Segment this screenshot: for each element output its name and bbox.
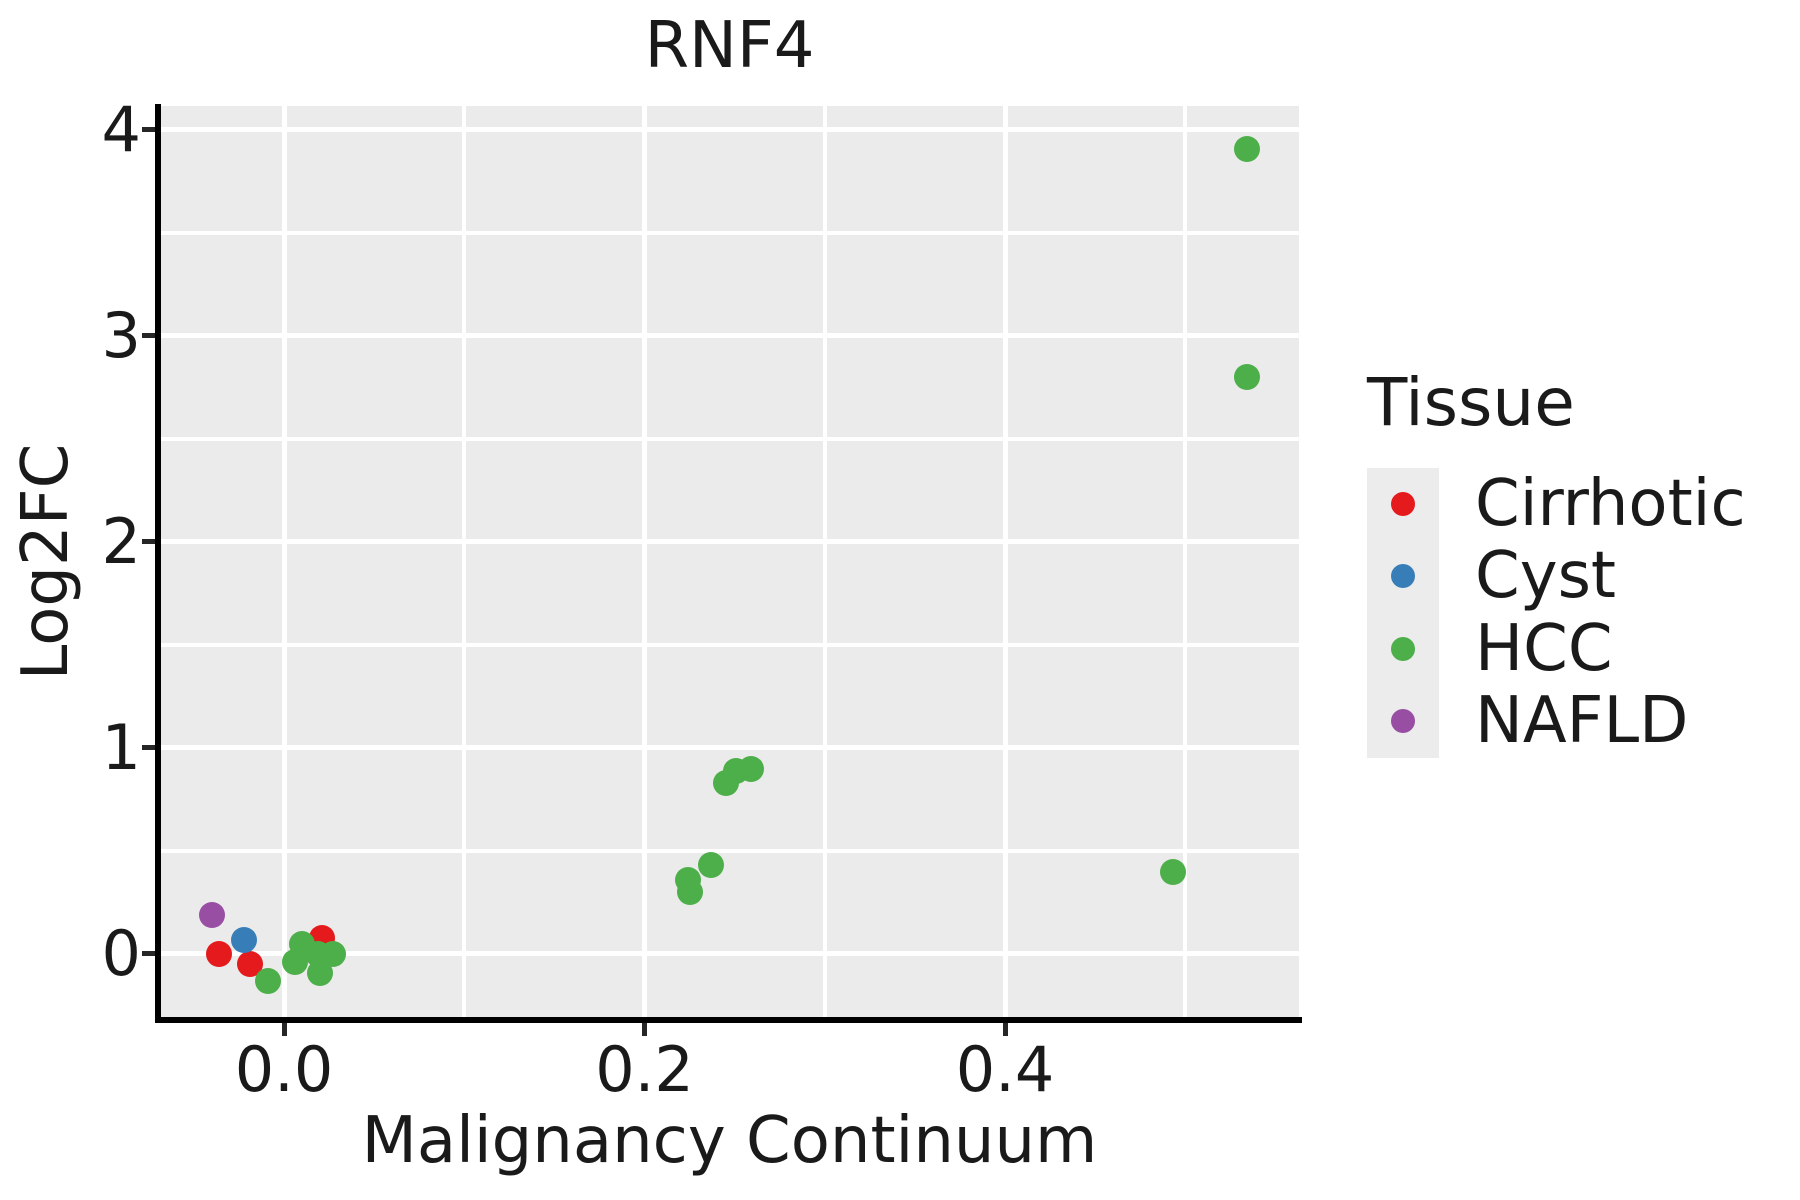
legend-title: Tissue [1367,364,1575,441]
x-tick-label: 0.0 [234,1033,334,1106]
legend-swatch-cirrhotic [1391,492,1415,516]
data-point-hcc [1233,135,1260,162]
y-gridline-major [160,745,1299,751]
y-tick-label: 4 [101,92,141,166]
data-point-hcc [737,755,764,782]
x-gridline-major [1002,106,1008,1020]
data-point-cirrhotic [206,940,233,967]
x-tick-mark [642,1023,647,1036]
x-gridline-major [281,106,287,1020]
y-tick-mark [142,127,155,133]
x-gridline-minor [1183,106,1188,1020]
legend-swatch-cyst [1391,564,1415,589]
plot-panel [160,106,1299,1020]
legend-label-nafld: NAFLD [1475,683,1689,758]
y-gridline-minor [160,436,1299,441]
y-axis-title: Log2FC [9,443,83,681]
y-gridline-major [160,127,1299,133]
legend-label-cyst: Cyst [1475,539,1616,614]
data-point-nafld [198,901,225,928]
data-point-cyst [231,926,258,953]
y-tick-mark [142,745,155,751]
x-gridline-major [642,106,647,1020]
y-tick-label: 0 [101,916,141,990]
data-point-hcc [698,852,725,879]
chart-title: RNF4 [644,9,815,83]
y-tick-mark [142,539,155,545]
y-gridline-major [160,951,1299,957]
y-tick-label: 3 [101,298,141,372]
data-point-hcc [1159,858,1186,885]
data-point-hcc [1233,364,1260,391]
x-tick-mark [281,1023,287,1036]
x-tick-label: 0.4 [955,1033,1055,1106]
y-tick-mark [142,951,155,957]
x-gridline-minor [822,106,827,1020]
y-tick-label: 1 [101,710,141,784]
y-tick-mark [142,333,155,339]
legend-label-cirrhotic: Cirrhotic [1475,467,1746,541]
x-gridline-minor [462,106,467,1020]
y-axis-line [155,104,161,1023]
legend-swatch-nafld [1391,708,1415,733]
x-tick-label: 0.2 [595,1033,694,1106]
y-gridline-minor [160,848,1299,853]
y-gridline-minor [160,230,1299,235]
y-tick-label: 2 [101,504,141,578]
x-axis-line [155,1017,1302,1023]
y-gridline-minor [160,642,1299,647]
data-point-hcc [676,879,703,906]
x-axis-title: Malignancy Continuum [361,1104,1098,1178]
data-point-hcc [319,940,346,967]
x-tick-mark [1002,1023,1008,1036]
y-gridline-major [160,539,1299,545]
data-point-hcc [254,967,281,994]
legend-swatch-hcc [1391,636,1415,661]
y-gridline-major [160,333,1299,339]
legend-label-hcc: HCC [1475,611,1613,686]
